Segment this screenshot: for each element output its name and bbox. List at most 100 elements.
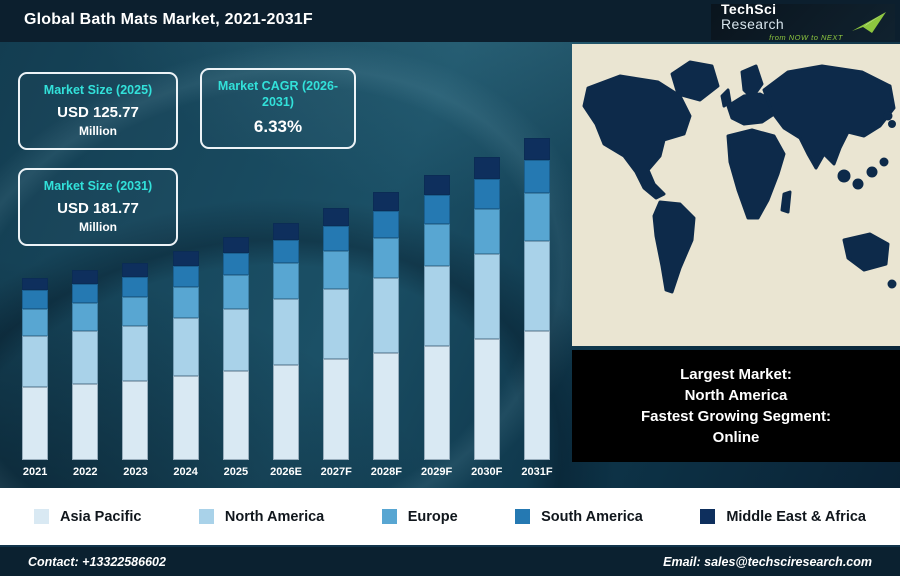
bar-segment-middle-east-africa <box>473 157 500 179</box>
stat-value: 6.33% <box>253 117 303 137</box>
bar-segment-north-america <box>72 331 99 385</box>
stacked-bar-2022 <box>72 270 99 460</box>
bar-segment-asia-pacific <box>22 387 49 460</box>
bar-segment-middle-east-africa <box>222 237 249 253</box>
map-island <box>837 169 851 183</box>
bar-segment-middle-east-africa <box>523 137 550 161</box>
legend-item: South America <box>515 509 643 525</box>
note-line: Largest Market: <box>680 366 792 383</box>
bar-segment-north-america <box>523 241 550 332</box>
bar-segment-middle-east-africa <box>122 263 149 278</box>
x-axis-label: 2026E <box>270 466 302 478</box>
bar-segment-north-america <box>273 299 300 366</box>
stacked-bar-2030F <box>473 157 500 460</box>
techsci-logo: TechSci Research from NOW to NEXT <box>711 2 895 41</box>
bar-segment-asia-pacific <box>423 346 450 460</box>
stacked-bar-2027F <box>323 208 350 460</box>
bar-segment-south-america <box>172 265 199 287</box>
bar-segment-europe <box>122 296 149 327</box>
map-island <box>866 166 878 178</box>
market-note-box: Largest Market: North America Fastest Gr… <box>572 350 900 462</box>
bar-segment-north-america <box>222 308 249 371</box>
stacked-bar-2029F <box>423 175 450 460</box>
bar-segment-middle-east-africa <box>423 175 450 196</box>
bar-segment-south-america <box>222 252 249 276</box>
bar-segment-asia-pacific <box>122 381 149 460</box>
logo-tagline: from NOW to NEXT <box>769 32 843 42</box>
bar-column-2030F: 2030F <box>462 157 512 478</box>
logo-brand: TechSci Research <box>721 2 843 31</box>
bar-segment-asia-pacific <box>323 359 350 460</box>
paper-plane-icon <box>852 12 886 33</box>
footer-contact: Contact: +13322586602 <box>28 554 166 569</box>
bar-segment-north-america <box>122 326 149 382</box>
legend: Asia Pacific North America Europe South Ame… <box>0 488 900 545</box>
bar-segment-south-america <box>423 195 450 224</box>
x-axis-label: 2021 <box>22 466 48 478</box>
bar-segment-europe <box>323 251 350 289</box>
stat-box-market-size-2031: Market Size (2031) USD 181.77 Million <box>18 168 178 246</box>
bar-segment-europe <box>523 192 550 242</box>
map-japan <box>888 120 896 128</box>
bar-segment-asia-pacific <box>273 365 300 460</box>
bar-segment-europe <box>373 237 400 279</box>
legend-label: Middle East & Africa <box>726 508 866 525</box>
stat-box-market-cagr: Market CAGR (2026-2031) 6.33% <box>200 68 356 150</box>
legend-label: North America <box>224 508 325 525</box>
bar-segment-asia-pacific <box>373 353 400 460</box>
map-uk <box>720 88 732 108</box>
bar-segment-asia-pacific <box>473 338 500 460</box>
bar-segment-asia-pacific <box>172 376 199 460</box>
bar-segment-middle-east-africa <box>22 277 49 291</box>
map-island <box>879 157 889 167</box>
note-line: Online <box>712 429 760 446</box>
bar-column-2026E: 2026E <box>261 223 311 478</box>
world-map-svg <box>572 44 900 346</box>
footer-bar: Contact: +13322586602 Email: sales@techs… <box>0 545 900 576</box>
x-axis-label: 2031F <box>521 466 553 478</box>
bar-segment-asia-pacific <box>222 370 249 460</box>
legend-label: South America <box>541 508 643 525</box>
stacked-bar-2024 <box>172 251 199 460</box>
map-island <box>852 178 864 190</box>
map-madagascar <box>780 190 792 214</box>
bar-segment-europe <box>22 308 49 336</box>
bar-column-2021: 2021 <box>10 277 60 478</box>
bar-segment-middle-east-africa <box>172 251 199 266</box>
bar-segment-europe <box>473 208 500 255</box>
bar-segment-south-america <box>523 160 550 193</box>
stacked-bar-2031F <box>523 137 550 460</box>
legend-swatch <box>700 509 716 524</box>
bar-segment-middle-east-africa <box>72 270 99 284</box>
map-japan <box>883 111 893 121</box>
note-line: Fastest Growing Segment: <box>640 408 832 425</box>
bar-segment-south-america <box>473 178 500 209</box>
bar-segment-middle-east-africa <box>273 223 300 240</box>
map-north-america <box>582 74 692 200</box>
bar-segment-north-america <box>473 254 500 339</box>
bar-segment-south-america <box>22 290 49 309</box>
x-axis-label: 2023 <box>123 466 148 478</box>
bar-segment-north-america <box>172 318 199 377</box>
logo-text: TechSci Research from NOW to NEXT <box>721 2 843 41</box>
page-title: Global Bath Mats Market, 2021-2031F <box>24 11 313 28</box>
map-land <box>582 60 897 294</box>
stacked-bar-2028F <box>373 192 400 460</box>
stat-label: Market Size (2025) <box>43 83 153 97</box>
bar-segment-europe <box>273 263 300 300</box>
header-bar: Global Bath Mats Market, 2021-2031F Tech… <box>0 0 900 42</box>
map-scandinavia <box>740 64 764 100</box>
bar-segment-europe <box>172 286 199 319</box>
bars-row: 2021 2022 2023 2024 2025 2026E 2027F 2028F 2029F… <box>10 137 562 478</box>
map-new-zealand <box>887 279 897 289</box>
stat-value: USD 181.77 <box>57 199 139 217</box>
bar-segment-north-america <box>373 278 400 353</box>
bar-segment-asia-pacific <box>523 331 550 460</box>
stat-box-market-size-2025: Market Size (2025) USD 125.77 Million <box>18 72 178 150</box>
x-axis-label: 2028F <box>370 466 402 478</box>
legend-item: Middle East & Africa <box>700 509 866 525</box>
stat-label: Market CAGR (2026-2031) <box>217 79 339 109</box>
logo-brand-part2: Research <box>721 16 785 33</box>
x-axis-label: 2027F <box>320 466 352 478</box>
